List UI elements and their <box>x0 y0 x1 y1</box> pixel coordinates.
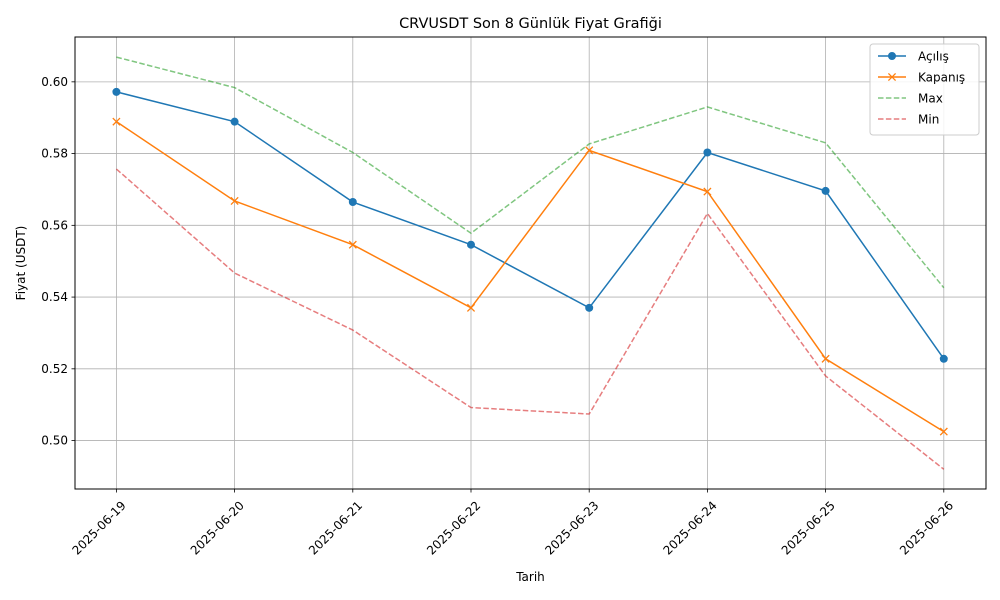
x-tick-label: 2025-06-26 <box>897 498 956 557</box>
legend-item: Açılış <box>878 50 949 64</box>
legend-label: Max <box>918 92 943 106</box>
data-point <box>348 240 357 249</box>
x-tick-label: 2025-06-24 <box>661 498 720 557</box>
legend-item: Max <box>878 92 943 106</box>
data-point <box>466 303 476 312</box>
chart-title: CRVUSDT Son 8 Günlük Fiyat Grafiği <box>399 16 662 32</box>
y-tick-label: 0.52 <box>41 362 68 376</box>
series-layer <box>112 56 948 470</box>
data-point <box>939 427 948 436</box>
legend-label: Min <box>918 113 939 127</box>
data-point <box>112 117 121 126</box>
legend-label: Açılış <box>918 50 949 64</box>
data-point <box>230 196 239 205</box>
legend: Açılış Kapanış Max Min <box>869 43 980 136</box>
data-point <box>821 186 830 195</box>
legend-box <box>869 43 980 136</box>
y-tick-label: 0.54 <box>41 290 68 304</box>
x-tick-label: 2025-06-23 <box>542 498 601 557</box>
x-tick-label: 2025-06-25 <box>779 498 838 557</box>
data-point <box>703 148 712 157</box>
legend-item: Kapanış <box>878 71 965 85</box>
series-line-2 <box>116 56 945 289</box>
data-point <box>230 117 239 126</box>
x-tick-label: 2025-06-19 <box>70 498 129 557</box>
data-point <box>585 303 594 312</box>
series-line-1 <box>115 121 945 433</box>
x-axis: 2025-06-19 2025-06-20 2025-06-21 2025-06-22… <box>70 489 956 558</box>
y-axis-label: Fiyat (USDT) <box>14 226 28 301</box>
legend-item: Min <box>878 113 939 127</box>
legend-marker <box>887 72 897 82</box>
data-point <box>112 87 121 96</box>
data-point <box>348 198 357 207</box>
data-point <box>703 187 712 196</box>
legend-label: Kapanış <box>918 71 965 85</box>
legend-marker <box>888 52 896 60</box>
data-point <box>467 240 475 249</box>
y-axis: 0.50 0.52 0.54 0.56 0.58 0.60 <box>41 75 75 448</box>
data-point <box>821 354 830 363</box>
series-line-0 <box>116 91 945 360</box>
x-tick-label: 2025-06-22 <box>424 498 483 557</box>
y-tick-label: 0.58 <box>41 147 68 161</box>
series-line-3 <box>115 168 945 470</box>
y-tick-label: 0.56 <box>41 218 68 232</box>
data-point <box>939 354 948 363</box>
plot-frame <box>74 36 987 490</box>
y-tick-label: 0.50 <box>41 434 68 448</box>
x-axis-label: Tarih <box>515 570 545 584</box>
data-point <box>585 146 594 155</box>
grid <box>75 37 986 489</box>
x-tick-label: 2025-06-20 <box>188 498 247 557</box>
y-tick-label: 0.60 <box>41 75 68 89</box>
x-tick-label: 2025-06-21 <box>306 498 365 557</box>
